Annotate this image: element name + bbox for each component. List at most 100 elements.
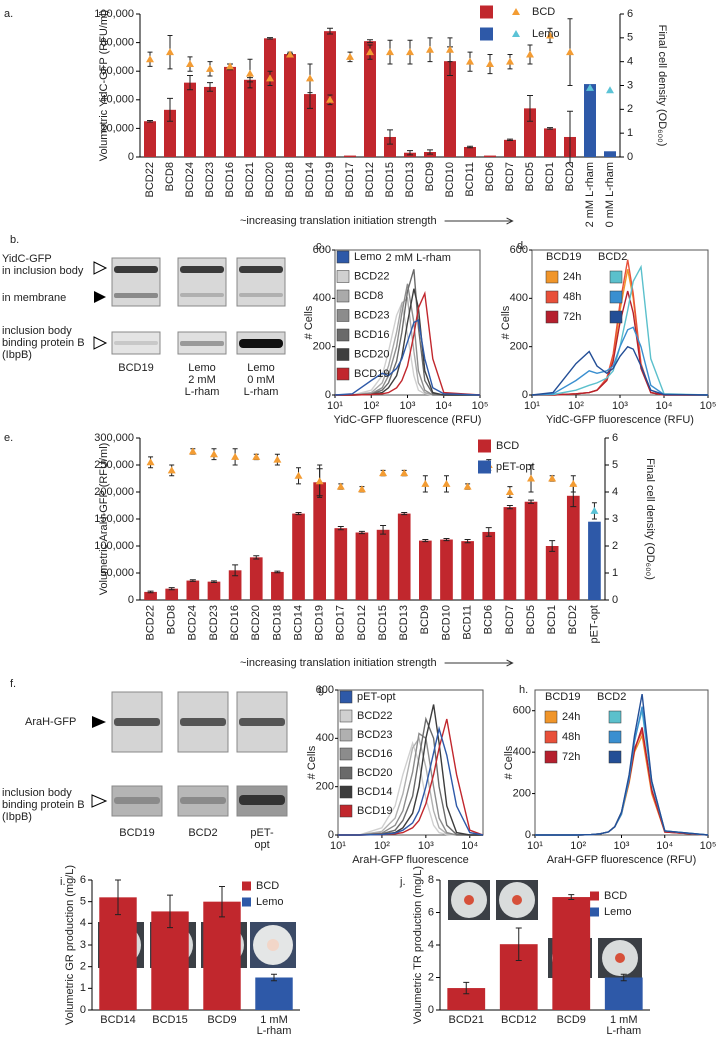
error-bar bbox=[187, 74, 193, 91]
error-bar bbox=[620, 973, 627, 982]
x-tick-label: 10¹ bbox=[330, 840, 346, 852]
bar bbox=[144, 121, 156, 157]
x-tick-label: 10² bbox=[570, 840, 586, 852]
x-tick-label: BCD19 bbox=[324, 162, 336, 197]
x-tick-label: 10² bbox=[363, 400, 379, 412]
legend-label: BCD bbox=[256, 880, 279, 892]
od-marker bbox=[357, 485, 366, 493]
error-bar bbox=[147, 590, 154, 594]
bar bbox=[584, 84, 596, 157]
y-tick-label: 0 bbox=[522, 389, 528, 401]
x-axis-title: ~increasing translation initiation stren… bbox=[240, 215, 437, 227]
legend-label: BCD22 bbox=[357, 710, 392, 722]
y-tick-label: 300,000 bbox=[94, 432, 134, 444]
gel-row-label: inclusion body bbox=[2, 787, 72, 799]
error-bar bbox=[274, 570, 281, 574]
gel-row-label: AraH-GFP bbox=[25, 716, 76, 728]
error-bar bbox=[167, 894, 173, 929]
error-bar bbox=[358, 530, 365, 535]
bar bbox=[552, 897, 591, 1010]
od-marker bbox=[386, 48, 394, 56]
y-tick-label: 200 bbox=[513, 787, 531, 799]
y-tick-label: 8 bbox=[428, 874, 434, 886]
bar bbox=[186, 580, 200, 600]
bar bbox=[364, 41, 376, 157]
x-tick-label: BCD16 bbox=[229, 605, 241, 640]
gel-row-label: in membrane bbox=[2, 292, 66, 304]
x-tick-label: BCD12 bbox=[356, 605, 368, 640]
bar bbox=[484, 155, 496, 157]
error-bar bbox=[380, 524, 387, 535]
legend-label: Lemo bbox=[604, 906, 632, 918]
x-tick-label: 10⁴ bbox=[656, 400, 673, 412]
y-tick-label: 150,000 bbox=[94, 513, 134, 525]
bar bbox=[204, 86, 216, 157]
error-bar bbox=[507, 138, 513, 142]
bar bbox=[292, 513, 305, 600]
x-tick-label: BCD10 bbox=[444, 162, 456, 197]
legend-swatch bbox=[608, 730, 622, 744]
error-bar bbox=[232, 564, 239, 577]
legend-swatch bbox=[608, 710, 622, 724]
error-bar bbox=[422, 539, 429, 543]
legend-swatch bbox=[545, 270, 559, 284]
x-tick-label: BCD6 bbox=[483, 605, 495, 634]
y-tick-label: 0 bbox=[328, 829, 334, 841]
legend-swatch bbox=[336, 367, 350, 381]
od-marker bbox=[326, 95, 334, 103]
y-tick-label: 60,000 bbox=[100, 65, 134, 77]
error-bar bbox=[367, 39, 373, 44]
x-tick-label: BCD22 bbox=[144, 605, 156, 640]
histogram-line bbox=[535, 710, 709, 836]
od-marker bbox=[315, 477, 324, 485]
error-bar bbox=[567, 110, 573, 164]
bar bbox=[524, 501, 538, 600]
x-tick-label: 10² bbox=[374, 840, 390, 852]
legend-label: Lemo bbox=[354, 251, 382, 263]
histogram-line bbox=[531, 326, 709, 396]
error-bar bbox=[467, 145, 473, 149]
x-tick-label: BCD15 bbox=[152, 1014, 187, 1026]
x-tick-label: 10³ bbox=[400, 400, 416, 412]
legend-label: BCD23 bbox=[354, 309, 389, 321]
caption-arrow bbox=[444, 659, 514, 667]
error-bar bbox=[463, 981, 470, 995]
error-bar bbox=[427, 149, 433, 155]
x-tick-label: BCD2 bbox=[564, 162, 576, 191]
bar bbox=[604, 151, 616, 157]
bar bbox=[482, 531, 496, 600]
y-tick-label: 0 bbox=[325, 389, 331, 401]
x-axis-title: ~increasing translation initiation stren… bbox=[240, 657, 437, 669]
x-tick-label: BCD10 bbox=[440, 605, 452, 640]
y-tick-label: 200 bbox=[316, 781, 334, 793]
y-tick-label: 400 bbox=[510, 292, 528, 304]
bar bbox=[384, 136, 396, 157]
bar bbox=[304, 94, 316, 157]
od-marker bbox=[442, 479, 451, 487]
bar bbox=[249, 557, 263, 600]
x-tick-label: BCD17 bbox=[335, 605, 347, 640]
x-tick-label: BCD17 bbox=[344, 162, 356, 197]
panel-label: c. bbox=[316, 240, 325, 252]
gel-lane-label: Lemo bbox=[188, 362, 216, 374]
bar bbox=[165, 588, 179, 600]
x-tick-label: BCD11 bbox=[462, 605, 474, 640]
od-marker bbox=[252, 452, 261, 460]
gel-images bbox=[91, 257, 288, 817]
y-tick-label: 200,000 bbox=[94, 486, 134, 498]
legend-label: BCD19 bbox=[357, 805, 392, 817]
od-marker bbox=[566, 48, 574, 56]
x-tick-label: BCD12 bbox=[364, 162, 376, 197]
x-tick-label: 10³ bbox=[612, 400, 628, 412]
legend-label: pET-opt bbox=[496, 461, 535, 473]
legend-swatch bbox=[480, 5, 493, 19]
panel-label: h. bbox=[519, 684, 528, 696]
legend-label: 72h bbox=[563, 311, 581, 323]
gel-row-label: binding protein B bbox=[2, 337, 85, 349]
gel-row-label: in inclusion body bbox=[2, 265, 84, 277]
x-tick-label: BCD21 bbox=[244, 162, 256, 197]
x-tick-label: 1 mM L-rham bbox=[257, 1014, 292, 1037]
bar bbox=[544, 128, 556, 157]
error-bar bbox=[295, 512, 302, 516]
error-bar bbox=[464, 539, 471, 544]
